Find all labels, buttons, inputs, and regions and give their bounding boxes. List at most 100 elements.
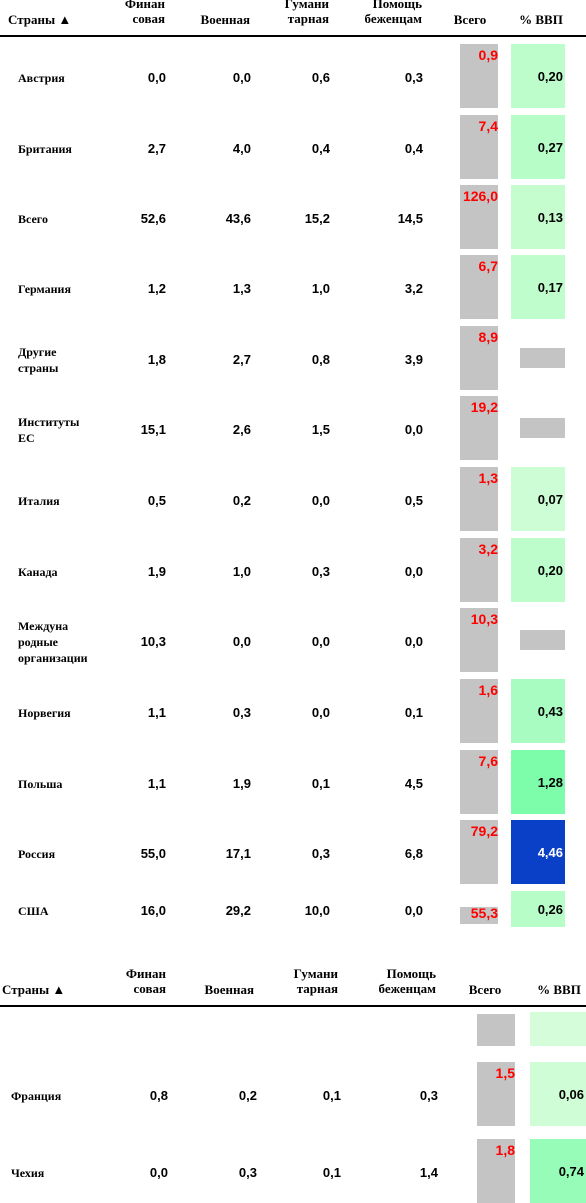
- gdp-value: 0,17: [537, 280, 563, 295]
- total-value: 3,2: [478, 541, 498, 557]
- refugees-value: 0,5: [404, 493, 423, 508]
- gdp-value: 0,20: [537, 69, 563, 84]
- gdp-value: 1,28: [537, 775, 563, 790]
- gdp-value: 0,07: [537, 492, 563, 507]
- header-financial: Финан совая: [124, 0, 165, 26]
- humanitarian-value: 0,1: [322, 1165, 341, 1180]
- total-bar: [460, 44, 498, 108]
- total-bar: [460, 115, 498, 179]
- table-row: Междуна родные организации 10,3 0,0 0,0 0,0 1…: [0, 608, 586, 672]
- gdp-cell: [511, 891, 565, 927]
- gdp-cell: [511, 750, 565, 814]
- gdp-cell: [511, 820, 565, 884]
- military-value: 0,2: [232, 493, 251, 508]
- table-row: [0, 1012, 586, 1046]
- refugees-value: 0,4: [404, 141, 423, 156]
- total-bar: [460, 538, 498, 602]
- total-bar: [460, 255, 498, 319]
- table-row: Австрия 0,0 0,0 0,6 0,3 0,9 0,20: [0, 44, 586, 108]
- financial-value: 0,5: [147, 493, 166, 508]
- refugees-value: 0,0: [404, 564, 423, 579]
- total-bar: [460, 608, 498, 672]
- military-value: 0,0: [232, 634, 251, 649]
- humanitarian-value: 10,0: [304, 903, 330, 918]
- header-total: Всего: [468, 982, 502, 997]
- humanitarian-value: 0,0: [311, 705, 330, 720]
- country-name: Всего: [18, 212, 48, 226]
- header-total: Всего: [453, 12, 487, 27]
- country-name: Другие страны: [18, 345, 59, 375]
- table-row: Институты ЕС 15,1 2,6 1,5 0,0 19,2: [0, 396, 586, 460]
- financial-value: 1,2: [147, 281, 166, 296]
- humanitarian-value: 0,0: [311, 493, 330, 508]
- financial-value: 1,9: [147, 564, 166, 579]
- refugees-value: 0,0: [404, 903, 423, 918]
- humanitarian-value: 0,4: [311, 141, 330, 156]
- humanitarian-value: 0,6: [311, 70, 330, 85]
- table-row: Польша 1,1 1,9 0,1 4,5 7,6 1,28: [0, 750, 586, 814]
- refugees-value: 0,1: [404, 705, 423, 720]
- table-row: Россия 55,0 17,1 0,3 6,8 79,2 4,46: [0, 820, 586, 884]
- military-value: 2,7: [232, 352, 251, 367]
- total-bar: [477, 1014, 515, 1046]
- header-humanitarian: Гумани тарная: [284, 0, 329, 26]
- financial-value: 15,1: [140, 422, 166, 437]
- header-financial: Финан совая: [125, 966, 166, 996]
- humanitarian-value: 0,0: [311, 634, 330, 649]
- military-value: 4,0: [232, 141, 251, 156]
- country-name: Британия: [18, 142, 72, 156]
- country-name: Россия: [18, 847, 56, 861]
- total-value: 8,9: [478, 329, 498, 345]
- table-header: Страны ▲ Финан совая Военная Гумани тарная П…: [0, 0, 586, 36]
- financial-value: 52,6: [140, 211, 166, 226]
- country-name: Институты ЕС: [18, 415, 80, 445]
- gdp-cell: [511, 679, 565, 743]
- header-divider: [0, 1005, 586, 1007]
- header-country[interactable]: Страны ▲: [2, 982, 66, 997]
- total-bar: [460, 326, 498, 390]
- military-value: 2,6: [232, 422, 251, 437]
- total-bar: [460, 820, 498, 884]
- military-value: 43,6: [225, 211, 251, 226]
- humanitarian-value: 1,0: [311, 281, 330, 296]
- total-value: 1,8: [495, 1142, 515, 1158]
- table-row: Всего 52,6 43,6 15,2 14,5 126,0 0,13: [0, 185, 586, 249]
- header-gdp: % ВВП: [519, 12, 563, 27]
- financial-value: 1,1: [147, 776, 166, 791]
- table-row: Норвегия 1,1 0,3 0,0 0,1 1,6 0,43: [0, 679, 586, 743]
- gdp-cell: [511, 255, 565, 319]
- header-country[interactable]: Страны ▲: [8, 12, 72, 27]
- total-value: 19,2: [470, 399, 498, 415]
- refugees-value: 0,3: [419, 1088, 438, 1103]
- header-refugees: Помощь беженцам: [378, 966, 436, 996]
- table-row: Германия 1,2 1,3 1,0 3,2 6,7 0,17: [0, 255, 586, 319]
- total-bar: [460, 907, 498, 924]
- refugees-value: 0,3: [404, 70, 423, 85]
- refugees-value: 14,5: [397, 211, 423, 226]
- total-bar: [460, 396, 498, 460]
- table-header: Страны ▲ Финан совая Военная Гумани тарная П…: [0, 966, 586, 1006]
- gdp-cell: [530, 1139, 586, 1203]
- total-bar: [477, 1062, 515, 1126]
- military-value: 29,2: [225, 903, 251, 918]
- military-value: 0,3: [238, 1165, 257, 1180]
- table-row: США 16,0 29,2 10,0 0,0 55,3 0,26: [0, 891, 586, 927]
- total-value: 1,5: [495, 1065, 515, 1081]
- total-value: 6,7: [478, 258, 498, 274]
- country-name: Германия: [18, 282, 71, 296]
- military-value: 1,0: [232, 564, 251, 579]
- gdp-value: 0,26: [537, 902, 563, 917]
- gdp-value: 0,20: [537, 563, 563, 578]
- table-row: Италия 0,5 0,2 0,0 0,5 1,3 0,07: [0, 467, 586, 531]
- financial-value: 55,0: [140, 846, 166, 861]
- gdp-value: 0,74: [558, 1164, 584, 1179]
- country-name: Чехия: [11, 1166, 45, 1180]
- refugees-value: 3,2: [404, 281, 423, 296]
- total-bar: [460, 679, 498, 743]
- table-row: Канада 1,9 1,0 0,3 0,0 3,2 0,20: [0, 538, 586, 602]
- gdp-value: 4,46: [537, 845, 563, 860]
- total-value: 126,0: [462, 188, 498, 204]
- refugees-value: 0,0: [404, 422, 423, 437]
- gdp-cell: [511, 115, 565, 179]
- gdp-cell: [511, 185, 565, 249]
